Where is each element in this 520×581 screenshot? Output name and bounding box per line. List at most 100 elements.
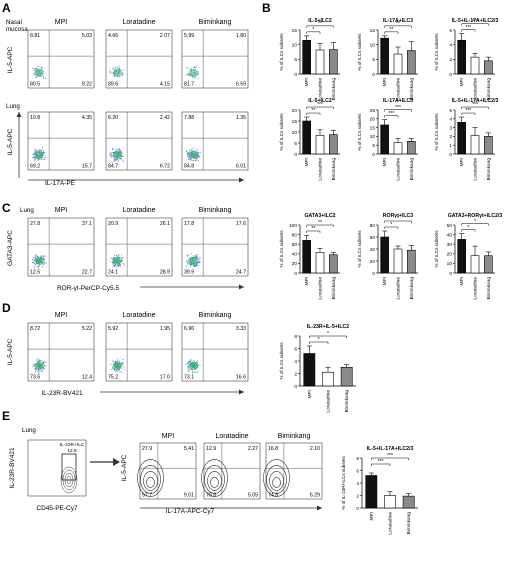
x-axis-label: IL-17A-PE bbox=[45, 180, 76, 187]
y-tick-label: 20 bbox=[370, 259, 376, 265]
cell-event bbox=[198, 155, 200, 158]
cell-event bbox=[36, 359, 38, 361]
y-axis-label: IL-5-APC bbox=[121, 454, 128, 481]
quadrant-upper-left-value: 5.92 bbox=[108, 326, 118, 332]
cell-event bbox=[33, 260, 35, 262]
bar bbox=[470, 255, 480, 274]
y-tick-label: 0 bbox=[294, 152, 297, 158]
quadrant-lower-left-value: 73.1 bbox=[184, 375, 194, 381]
cell-event bbox=[113, 254, 115, 256]
quadrant-lower-left-value: 24.1 bbox=[108, 270, 118, 276]
x-axis-label: IL-23R-BV421 bbox=[41, 390, 83, 397]
quadrant-lower-right-value: 9.01 bbox=[184, 493, 194, 499]
cell-event bbox=[110, 369, 112, 371]
category-label: Biminkang bbox=[406, 512, 412, 535]
y-tick-label: 5 bbox=[294, 57, 297, 63]
cell-event bbox=[186, 264, 188, 267]
cell-event bbox=[112, 257, 114, 259]
significance-marker: ** bbox=[318, 220, 322, 226]
bar bbox=[329, 254, 338, 274]
y-axis-label: IL-23R-BV421 bbox=[9, 447, 16, 489]
cell-density-core bbox=[188, 150, 198, 159]
flow-plot-frame bbox=[181, 29, 249, 89]
bar bbox=[470, 135, 480, 155]
cell-event bbox=[114, 160, 116, 162]
cell-event bbox=[196, 157, 198, 159]
cell-event bbox=[186, 262, 188, 264]
significance-marker: *** bbox=[465, 25, 471, 31]
cell-event bbox=[34, 76, 36, 78]
cell-event bbox=[33, 266, 35, 268]
quadrant-upper-left-value: 10.8 bbox=[30, 115, 40, 121]
flow-plot-frame bbox=[105, 322, 173, 382]
cell-event bbox=[109, 153, 111, 155]
y-tick-label: 3 bbox=[449, 125, 452, 131]
y-tick-label: 15 bbox=[370, 125, 376, 131]
quadrant-upper-left-value: 12.9 bbox=[206, 446, 216, 452]
significance-bracket bbox=[461, 106, 489, 110]
bar bbox=[365, 475, 378, 509]
cell-event bbox=[34, 151, 36, 153]
category-label: Biminkang bbox=[486, 78, 492, 101]
cell-event bbox=[33, 363, 35, 365]
cell-event bbox=[39, 359, 41, 361]
flow-plot: 6.20 2.42 84.7 6.72 bbox=[105, 111, 173, 171]
bar-chart: IL-5+IL-17A+ILC2/3 0 2 4 6 % of ILCs subsets M… bbox=[434, 18, 498, 101]
significance-bracket bbox=[384, 25, 412, 28]
significance-bracket bbox=[461, 23, 489, 26]
category-label: Biminkang bbox=[409, 78, 415, 101]
cell-event bbox=[32, 157, 35, 159]
cell-event bbox=[197, 364, 199, 366]
cell-event bbox=[44, 152, 46, 154]
cell-event bbox=[122, 73, 124, 75]
condition-label: Loratadine bbox=[215, 433, 248, 440]
flow-plot-frame bbox=[27, 29, 95, 89]
y-tick-label: 5 bbox=[372, 143, 375, 149]
y-tick-label: 2 bbox=[356, 493, 359, 499]
flow-plot: 8.81 5.03 80.5 9.22 bbox=[27, 29, 95, 89]
bar bbox=[457, 39, 466, 75]
y-tick-label: 0 bbox=[294, 384, 297, 390]
flow-plot: 6.96 3.33 73.1 16.6 bbox=[181, 322, 249, 382]
category-label: Loratadine bbox=[318, 78, 324, 101]
significance-marker: *** bbox=[378, 459, 384, 465]
cell-event bbox=[43, 364, 45, 366]
cell-event bbox=[42, 75, 44, 78]
cell-event bbox=[111, 152, 113, 154]
cell-event bbox=[32, 67, 34, 69]
cell-event bbox=[35, 76, 37, 78]
cell-event bbox=[188, 370, 190, 372]
cell-density-core bbox=[112, 361, 122, 370]
cell-event bbox=[117, 149, 120, 151]
quadrant-upper-right-value: 5.22 bbox=[82, 326, 92, 332]
y-axis-label: % of ILCs subsets bbox=[279, 342, 284, 380]
cell-event bbox=[118, 147, 120, 150]
category-label: MPI bbox=[459, 78, 465, 87]
cell-event bbox=[196, 149, 198, 151]
cell-density-core bbox=[112, 256, 122, 265]
category-label: MPI bbox=[304, 158, 310, 167]
cell-event bbox=[123, 264, 126, 266]
cell-event bbox=[111, 367, 114, 369]
cell-event bbox=[186, 152, 189, 154]
condition-label: Loratadine bbox=[122, 312, 155, 319]
tissue-label-lung: Lung bbox=[22, 427, 36, 434]
cell-event bbox=[190, 68, 192, 70]
cell-event bbox=[117, 266, 119, 268]
significance-bracket bbox=[306, 224, 334, 227]
quadrant-upper-right-value: 1.35 bbox=[236, 115, 246, 121]
gating-plot-frame bbox=[27, 439, 87, 497]
quadrant-upper-left-value: 27.8 bbox=[30, 221, 40, 227]
cell-event bbox=[122, 159, 124, 161]
significance-marker: ** bbox=[318, 21, 322, 27]
cell-event bbox=[43, 256, 45, 258]
category-label: MPI bbox=[369, 512, 375, 521]
cell-event bbox=[34, 263, 36, 265]
y-tick-label: 1 bbox=[449, 143, 452, 149]
cell-event bbox=[38, 371, 40, 373]
cell-event bbox=[123, 160, 125, 163]
cell-event bbox=[189, 368, 191, 370]
cell-event bbox=[37, 66, 39, 68]
significance-bracket bbox=[461, 229, 476, 232]
